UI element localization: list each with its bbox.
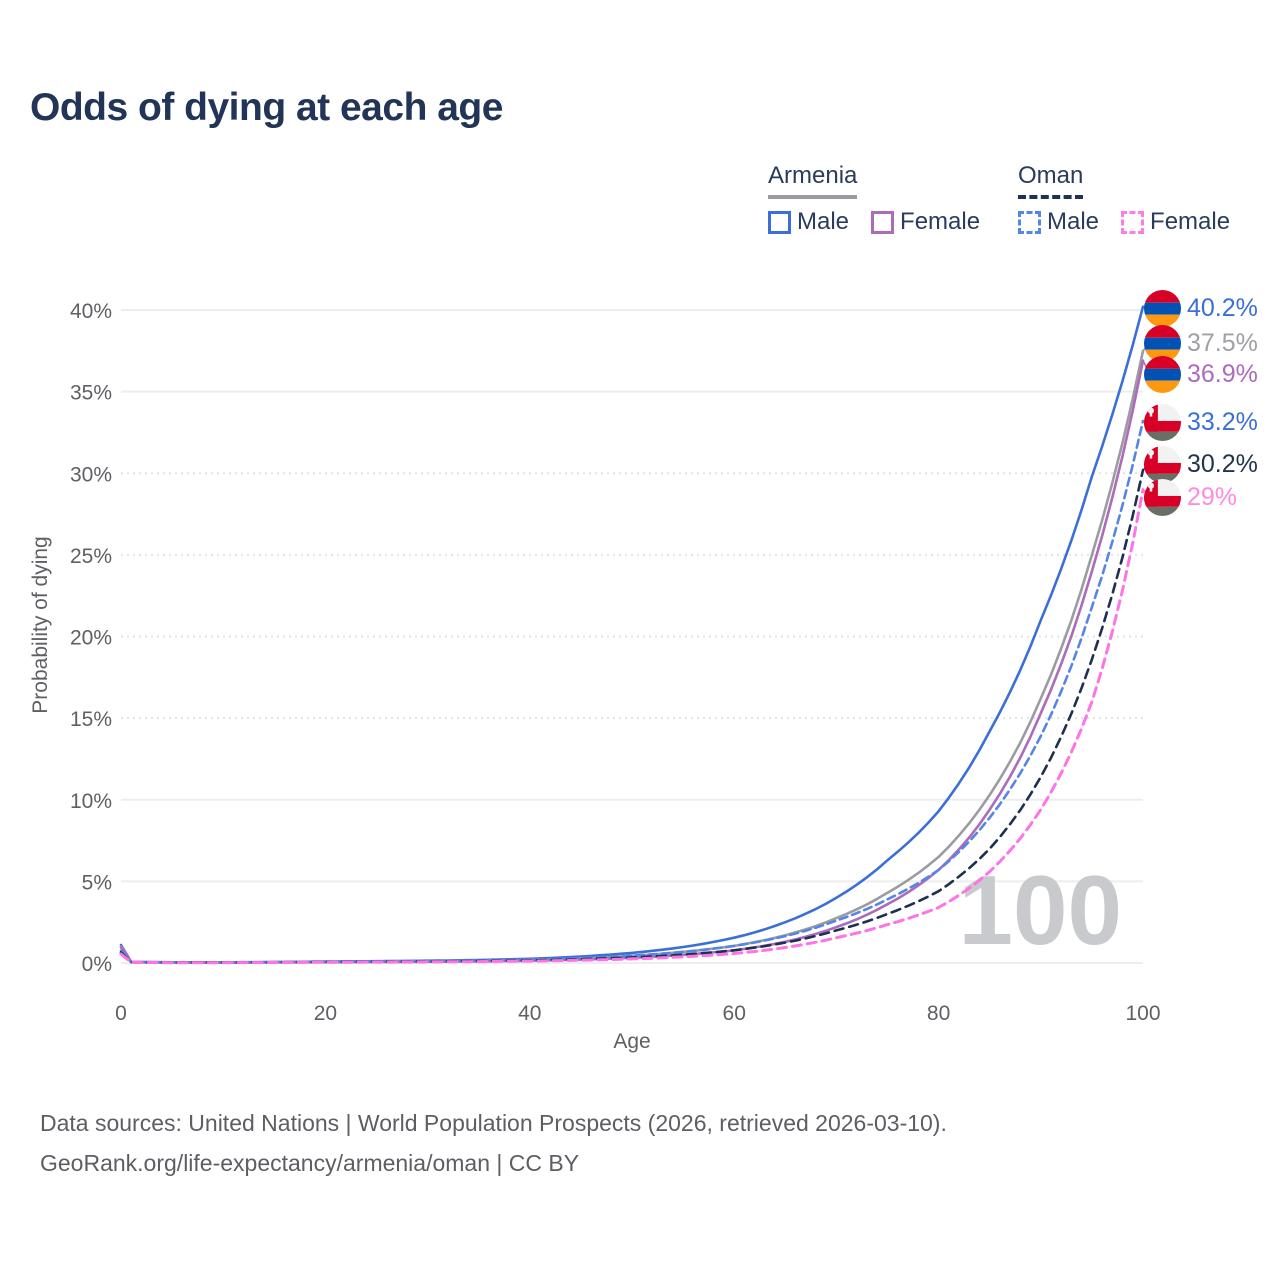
data-sources-line: Data sources: United Nations | World Pop… [40,1110,947,1136]
legend-group-oman: Oman Male Female [1018,162,1252,236]
end-value-label: 40.2% [1187,293,1258,322]
end-value-label: 36.9% [1187,359,1258,388]
legend-armenia-male-swatch[interactable] [768,210,791,234]
age-watermark: 100 [958,855,1122,965]
legend-oman-male-swatch[interactable] [1018,210,1041,234]
oman-flag-icon [1144,445,1181,483]
oman-flag-icon [1144,403,1181,441]
legend-group-armenia: Armenia Male Female [768,162,1002,236]
y-axis-title: Probability of dying [29,536,52,713]
x-tick-100: 100 [1125,1002,1160,1025]
page-title: Odds of dying at each age [30,86,503,129]
y-tick-35: 35% [70,382,112,405]
x-tick-60: 60 [723,1002,746,1025]
end-value-label: 30.2% [1187,449,1258,478]
end-label-oman-female: 29% [1144,478,1237,516]
oman-flag-icon [1144,478,1181,516]
y-tick-40: 40% [70,300,112,323]
end-label-oman-both-sexes: 30.2% [1144,445,1258,483]
legend-oman-male-label[interactable]: Male [1047,208,1100,235]
end-value-label: 33.2% [1187,407,1258,436]
attribution-line[interactable]: GeoRank.org/life-expectancy/armenia/oman… [40,1149,580,1176]
footer: Data sources: United Nations | World Pop… [40,1104,947,1183]
legend-oman-female-swatch[interactable] [1121,210,1145,234]
end-label-armenia-male: 40.2% [1144,289,1258,327]
legend-oman-female-label[interactable]: Female [1150,208,1231,235]
legend-armenia-title[interactable]: Armenia [768,162,858,199]
x-tick-80: 80 [927,1002,950,1025]
armenia-flag-icon [1144,289,1181,327]
end-value-label: 29% [1187,482,1238,511]
x-tick-40: 40 [518,1002,541,1025]
y-tick-15: 15% [70,708,112,731]
y-tick-0: 0% [82,953,112,976]
end-label-oman-male: 33.2% [1144,403,1258,441]
series-oman-female[interactable] [119,488,1145,965]
armenia-flag-icon [1144,355,1181,393]
y-tick-10: 10% [70,790,112,813]
x-tick-0: 0 [115,1002,127,1025]
y-tick-25: 25% [70,545,112,568]
end-label-armenia-both-sexes: 37.5% [1144,324,1258,362]
legend-armenia-male-label[interactable]: Male [797,208,850,235]
end-label-armenia-female: 36.9% [1144,355,1258,393]
legend-oman-title[interactable]: Oman [1018,162,1084,199]
legend-armenia-female-label[interactable]: Female [900,208,981,235]
y-tick-5: 5% [82,871,112,894]
end-value-label: 37.5% [1187,328,1258,357]
y-tick-30: 30% [70,463,112,486]
y-tick-20: 20% [70,627,112,650]
x-axis-title: Age [613,1030,650,1053]
x-tick-20: 20 [314,1002,337,1025]
legend-armenia-female-swatch[interactable] [871,210,895,234]
